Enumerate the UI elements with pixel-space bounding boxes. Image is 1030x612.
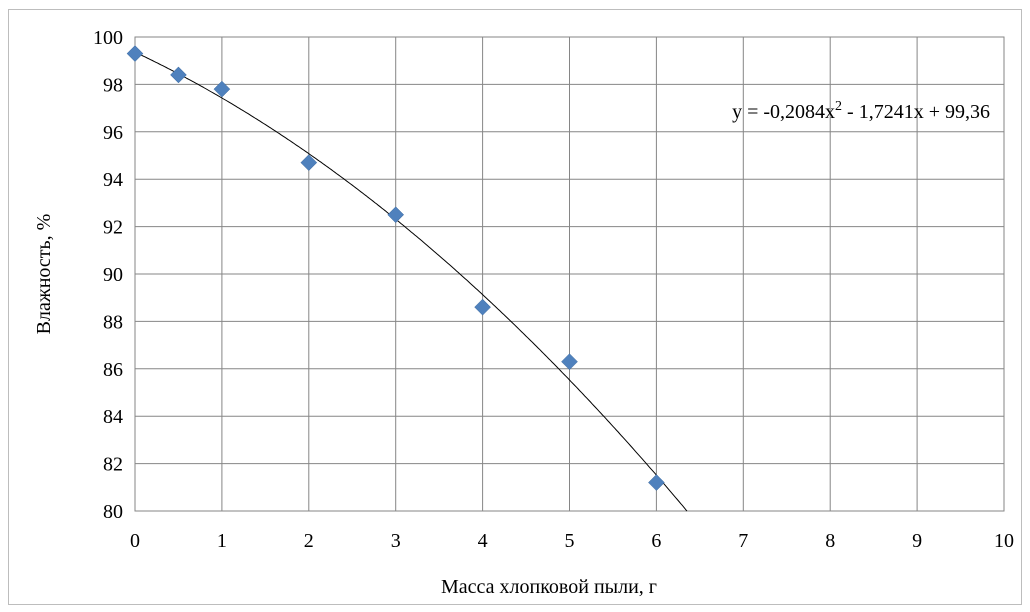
trendline: [134, 51, 688, 512]
x-tick-label: 3: [391, 530, 401, 552]
equation-prefix: y = -0,2084x: [732, 101, 835, 123]
data-points: [126, 45, 665, 491]
y-tick-label: 86: [103, 359, 123, 381]
data-point: [126, 45, 144, 62]
y-tick-label: 100: [93, 27, 123, 49]
data-point: [170, 66, 187, 84]
y-tick-label: 88: [103, 311, 123, 333]
trendline-layer: [134, 51, 688, 512]
y-axis-title: Влажность, %: [33, 214, 55, 335]
y-tick-label: 80: [103, 501, 123, 523]
x-axis-title: Масса хлопковой пыли, г: [441, 576, 657, 598]
x-tick-label: 9: [912, 530, 922, 552]
y-tick-label: 84: [103, 406, 123, 428]
data-point: [561, 353, 578, 371]
y-tick-label: 90: [103, 264, 123, 286]
chart-frame: [8, 9, 1022, 605]
x-tick-label: 5: [565, 530, 575, 552]
x-tick-label: 8: [825, 530, 835, 552]
x-tick-label: 0: [130, 530, 140, 552]
data-point: [300, 154, 318, 171]
data-point: [648, 474, 665, 491]
x-tick-label: 7: [738, 530, 748, 552]
plot-area-border: [134, 36, 1005, 512]
data-point: [213, 80, 231, 98]
y-tick-label: 82: [103, 454, 123, 476]
y-tick-label: 94: [103, 169, 123, 191]
trendline-equation: y = -0,2084x2 - 1,7241x + 99,36: [732, 99, 990, 123]
x-tick-label: 6: [651, 530, 661, 552]
y-tick-label: 96: [103, 122, 123, 144]
x-tick-labels: 0 1 2 3 4 5 6 7 8 9 10: [130, 530, 1014, 552]
x-tick-label: 10: [994, 530, 1014, 552]
data-point: [474, 298, 491, 316]
x-tick-label: 1: [217, 530, 227, 552]
equation-exponent: 2: [835, 99, 842, 114]
equation-suffix: - 1,7241x + 99,36: [842, 101, 990, 123]
data-point: [387, 206, 405, 224]
x-tick-label: 4: [478, 530, 488, 552]
y-tick-label: 98: [103, 74, 123, 96]
y-tick-labels: 80 82 84 86 88 90 92 94 96 98 100: [93, 27, 123, 523]
x-tick-label: 2: [304, 530, 314, 552]
y-tick-label: 92: [103, 217, 123, 239]
